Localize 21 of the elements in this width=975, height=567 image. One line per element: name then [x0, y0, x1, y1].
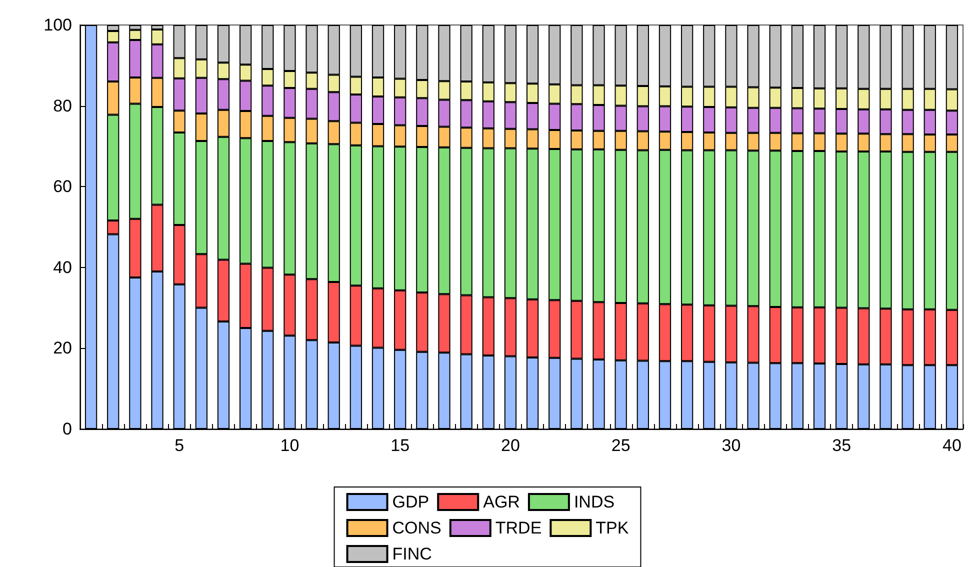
y-tick-label: 40 [53, 258, 72, 277]
y-tick-label: 80 [53, 96, 72, 116]
legend-label: AGR [483, 492, 520, 512]
y-tick-label: 20 [53, 338, 72, 358]
legend-label: INDS [574, 492, 615, 512]
x-tick-label: 25 [611, 436, 630, 455]
y-tick-label: 60 [53, 177, 72, 196]
x-tick-label: 10 [280, 436, 300, 455]
x-tick-label: 30 [722, 436, 741, 455]
legend-label: TRDE [495, 518, 542, 538]
x-tick-label: 20 [501, 436, 520, 455]
legend-label: CONS [392, 518, 442, 538]
y-tick-label: 0 [62, 420, 72, 438]
legend-label: FINC [392, 544, 432, 564]
x-tick-label: 15 [390, 436, 410, 455]
x-tick-label: 40 [942, 436, 962, 455]
x-tick-label: 5 [174, 436, 184, 455]
legend-label: TPK [596, 518, 630, 538]
x-tick-label: 35 [832, 436, 852, 455]
y-tick-label: 100 [44, 16, 72, 34]
legend-label: GDP [392, 492, 430, 512]
